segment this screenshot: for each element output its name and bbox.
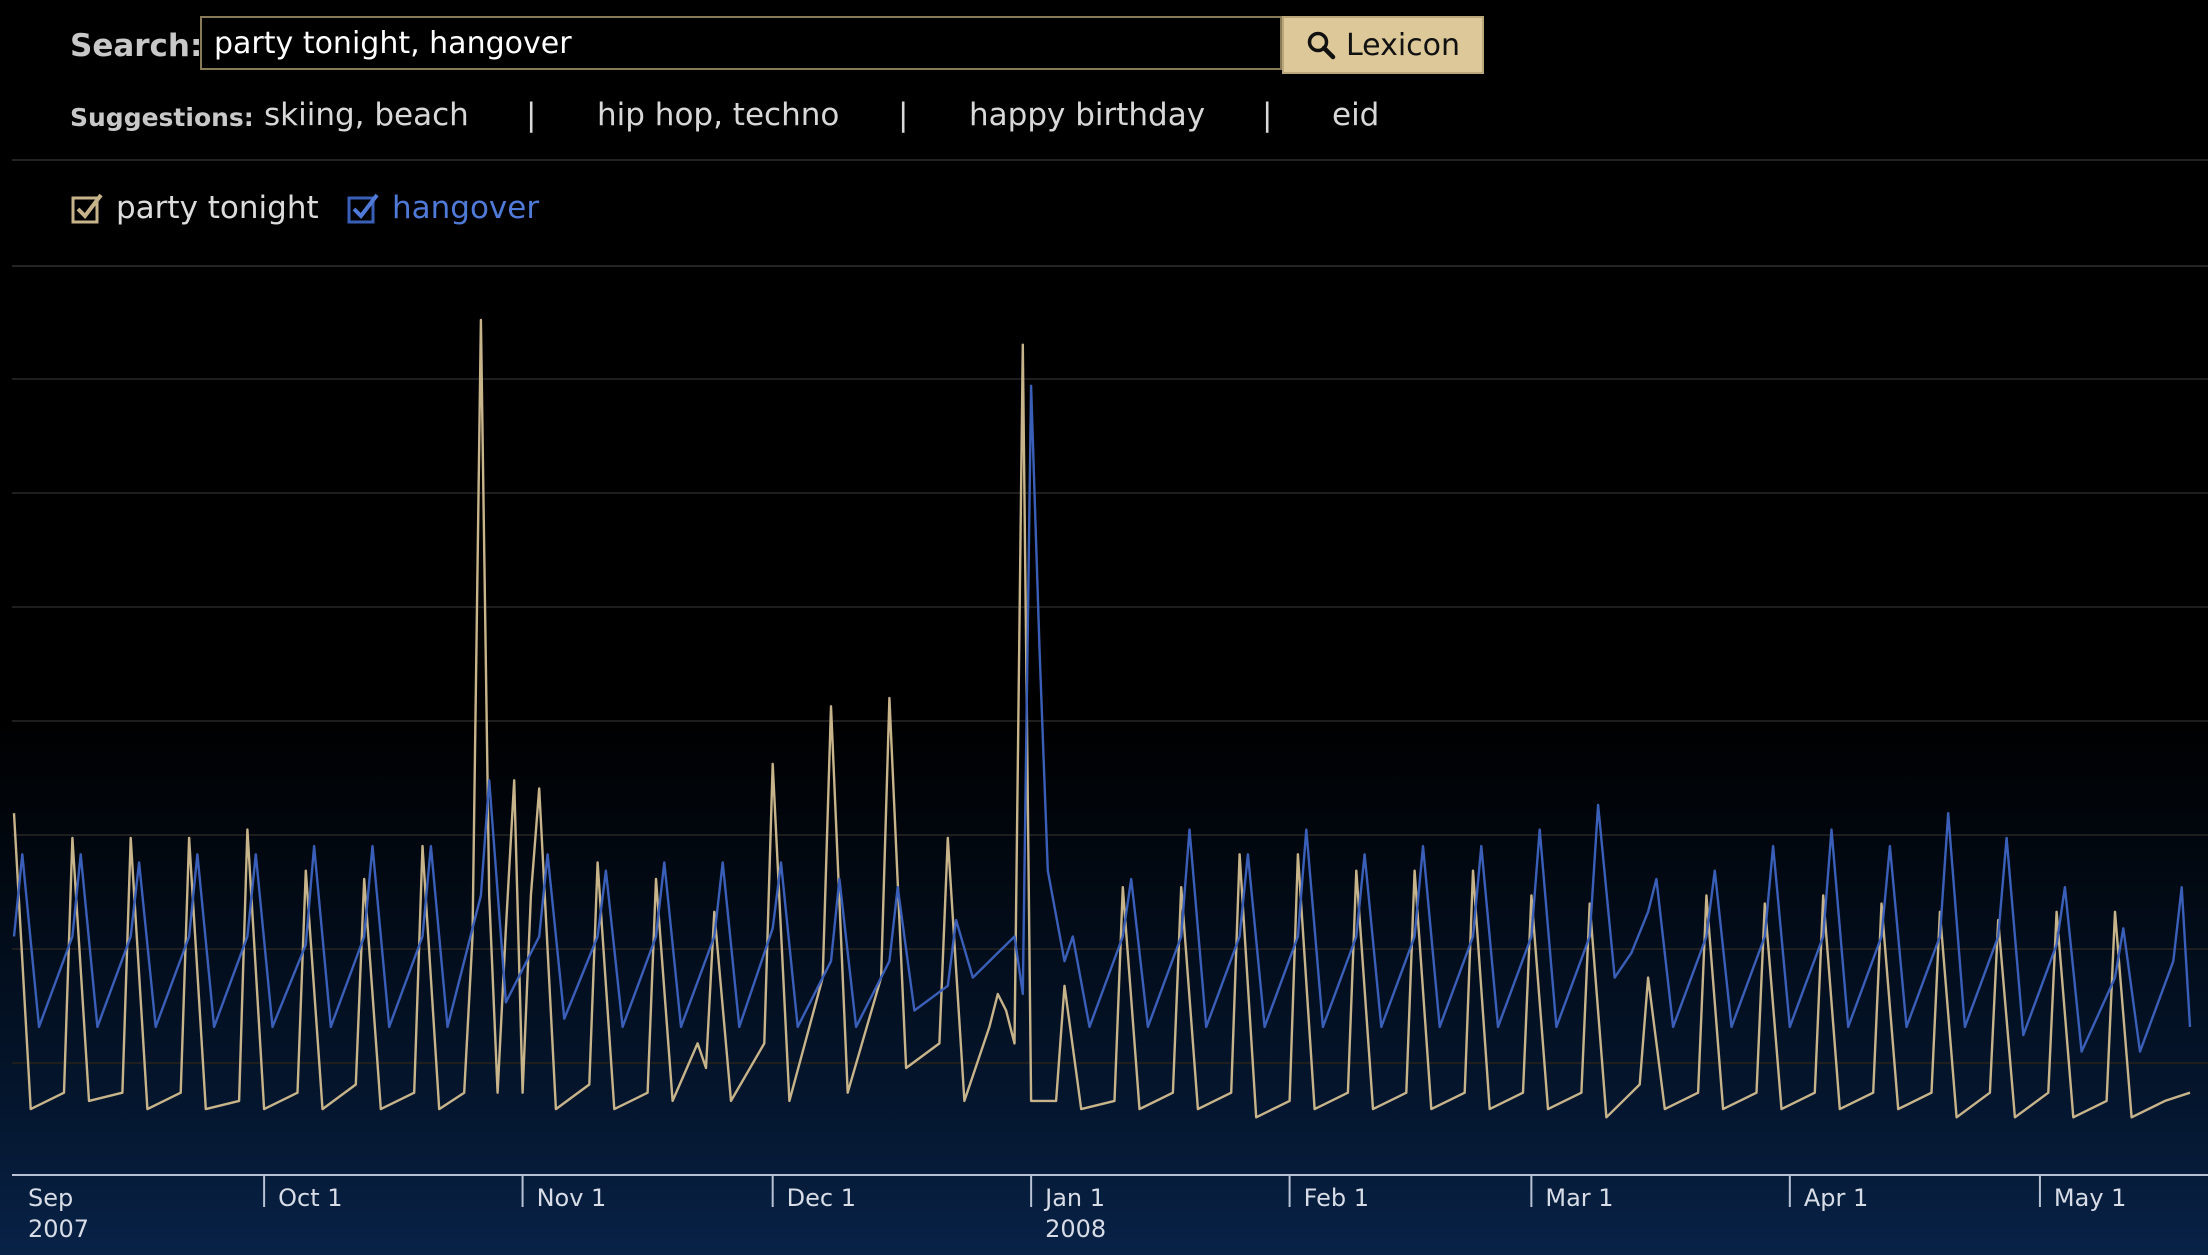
suggestion-link[interactable]: happy birthday	[969, 97, 1206, 133]
checkbox-checked-icon[interactable]	[70, 191, 104, 225]
suggestion-link[interactable]: hip hop, techno	[597, 97, 840, 133]
suggestions-label: Suggestions:	[70, 103, 254, 132]
x-tick-year-label: 2007	[28, 1215, 89, 1243]
suggestion-separator: |	[526, 97, 537, 133]
series-line-hangover	[12, 384, 2192, 1053]
x-tick-label: Dec 1	[787, 1184, 856, 1212]
search-bar: Search: Lexicon	[70, 16, 1484, 76]
series-line-party-tonight	[12, 318, 2191, 1119]
suggestion-link[interactable]: skiing, beach	[264, 97, 469, 133]
checkbox-checked-icon[interactable]	[346, 191, 380, 225]
series-layer	[12, 318, 2192, 1119]
suggestion-link[interactable]: eid	[1332, 97, 1380, 133]
legend-label: hangover	[392, 190, 540, 226]
legend-label: party tonight	[116, 190, 319, 226]
suggestion-separator: |	[898, 97, 909, 133]
x-tick-label: Sep	[28, 1184, 73, 1212]
x-tick-label: Jan 1	[1043, 1184, 1105, 1212]
x-tick-year-label: 2008	[1045, 1215, 1106, 1243]
legend-item-party-tonight[interactable]: party tonight	[70, 190, 319, 226]
x-tick-label: Nov 1	[537, 1184, 607, 1212]
magnifier-icon	[1307, 31, 1336, 60]
x-tick-label: Apr 1	[1804, 1184, 1868, 1212]
divider	[12, 265, 2208, 267]
suggestion-separator: |	[1262, 97, 1273, 133]
lexicon-button[interactable]: Lexicon	[1282, 16, 1484, 74]
legend-item-hangover[interactable]: hangover	[346, 190, 539, 226]
x-axis: Sep 2007 Oct 1 Nov 1 Dec 1 Jan 1 2008 Feb 1 Mar …	[12, 1174, 2208, 1243]
search-input[interactable]	[200, 16, 1282, 70]
x-tick-label: Mar 1	[1545, 1184, 1613, 1212]
search-label: Search:	[70, 28, 203, 64]
x-tick-label: May 1	[2054, 1184, 2127, 1212]
divider	[12, 159, 2208, 161]
x-tick-label: Feb 1	[1304, 1184, 1369, 1212]
lexicon-button-label: Lexicon	[1345, 27, 1461, 63]
x-tick-label: Oct 1	[278, 1184, 342, 1212]
